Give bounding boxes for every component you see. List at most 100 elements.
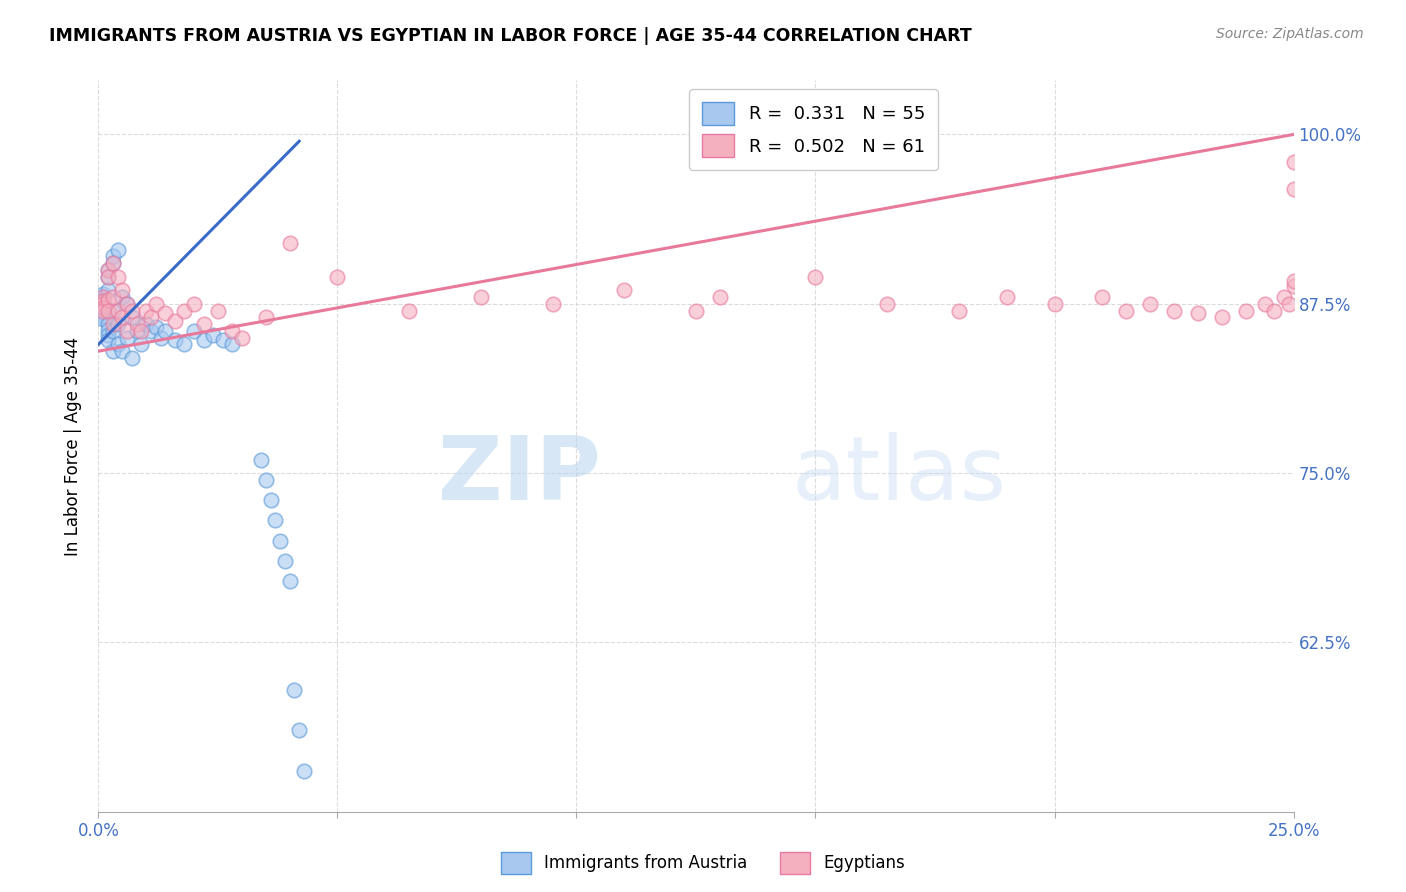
Point [1043,297,1066,311]
Point [91,301,114,315]
Point [211,334,233,348]
Point [264,514,287,528]
Point [173,337,195,351]
Point [97,263,120,277]
Point [97,322,120,336]
Point [121,303,143,318]
Point [995,290,1018,304]
Point [149,331,172,345]
Point [125,324,148,338]
Point [101,344,124,359]
Point [115,297,138,311]
Point [193,317,215,331]
Point [121,310,143,325]
Text: IMMIGRANTS FROM AUSTRIA VS EGYPTIAN IN LABOR FORCE | AGE 35-44 CORRELATION CHART: IMMIGRANTS FROM AUSTRIA VS EGYPTIAN IN L… [49,27,972,45]
Point [173,303,195,318]
Point [1282,181,1305,195]
Point [1163,303,1185,318]
Point [145,319,167,334]
Point [292,764,315,778]
Point [91,287,114,301]
Point [97,327,120,342]
Point [101,256,124,270]
Point [91,297,114,311]
Point [139,324,162,338]
Point [145,297,167,311]
Point [91,293,114,307]
Point [1278,297,1301,311]
Point [163,314,186,328]
Point [948,303,970,318]
Point [101,256,124,270]
Text: ZIP: ZIP [437,432,600,519]
Point [1234,303,1257,318]
Text: Source: ZipAtlas.com: Source: ZipAtlas.com [1216,27,1364,41]
Point [91,298,114,312]
Point [1091,290,1114,304]
Point [1272,290,1295,304]
Point [115,297,138,311]
Point [101,249,124,263]
Point [139,310,162,325]
Point [97,269,120,284]
Point [183,297,205,311]
Point [274,554,297,568]
Point [107,243,129,257]
Point [91,301,114,315]
Point [97,293,120,307]
Y-axis label: In Labor Force | Age 35-44: In Labor Force | Age 35-44 [65,336,83,556]
Point [131,324,153,338]
Point [101,324,124,338]
Point [91,294,114,309]
Point [326,269,349,284]
Point [131,337,153,351]
Point [202,327,225,342]
Point [125,317,148,331]
Text: atlas: atlas [792,432,1007,519]
Point [1282,274,1305,288]
Point [101,317,124,331]
Point [1115,303,1137,318]
Legend: R =  0.331   N = 55, R =  0.502   N = 61: R = 0.331 N = 55, R = 0.502 N = 61 [689,89,938,170]
Point [278,574,301,589]
Point [398,303,420,318]
Point [613,283,636,297]
Point [207,303,229,318]
Point [876,297,898,311]
Point [1263,303,1285,318]
Point [221,337,243,351]
Point [91,290,114,304]
Point [250,452,273,467]
Point [101,290,124,304]
Point [115,331,138,345]
Point [91,303,114,318]
Point [259,493,281,508]
Point [107,337,129,351]
Point [269,533,291,548]
Point [91,290,114,304]
Point [709,290,731,304]
Point [91,311,114,326]
Point [283,682,305,697]
Point [155,324,177,338]
Point [231,331,253,345]
Point [288,723,311,738]
Point [163,334,186,348]
Point [91,306,114,320]
Point [97,303,120,318]
Point [1282,154,1305,169]
Point [193,334,215,348]
Point [107,303,129,318]
Point [115,324,138,338]
Point [107,317,129,331]
Point [1139,297,1161,311]
Point [254,473,277,487]
Point [804,269,827,284]
Point [107,269,129,284]
Point [91,303,114,318]
Point [111,344,134,359]
Point [91,295,114,310]
Point [470,290,492,304]
Point [97,263,120,277]
Point [1254,297,1277,311]
